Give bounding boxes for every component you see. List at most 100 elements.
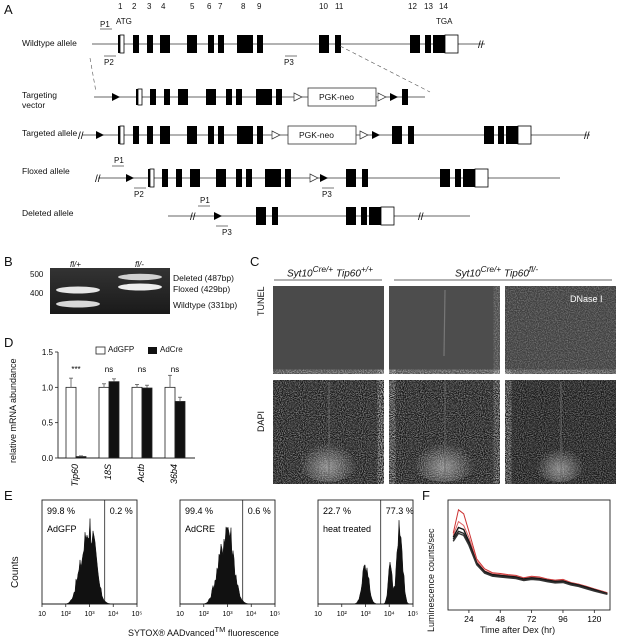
f-chart-svg: 24 48 72 96 120 xyxy=(447,499,611,624)
row-label-targeted: Targeted allele xyxy=(22,128,78,138)
f-xtick-label: 24 xyxy=(464,614,474,624)
d-ytick-label: 0.5 xyxy=(42,419,54,428)
ladder-400: 400 xyxy=(30,289,44,298)
e-xtick-label: 10³ xyxy=(84,611,95,618)
panel-f-luminescence: Luminescence counts/sec 24 48 72 96 120 Time… xyxy=(420,492,617,637)
e-xtick-label: 10⁴ xyxy=(246,611,257,618)
d-legend-box-adcre xyxy=(148,347,157,354)
panel-c-microscopy: Syt10Cre/+ Tip60+/+ Syt10Cre/+ Tip60fl/-… xyxy=(250,256,617,486)
e-xtick-label: 10³ xyxy=(360,611,371,618)
e-xtick-label: 10³ xyxy=(222,611,233,618)
e-xtick-label: 10² xyxy=(61,611,72,618)
group-knockout-label: Syt10Cre/+ Tip60fl/- xyxy=(455,264,539,280)
e-right-percent-3: 77.3 % xyxy=(386,506,414,516)
primer-p2-flox: P2 xyxy=(134,190,144,199)
band-deleted: Deleted (487bp) xyxy=(173,273,234,283)
e-left-percent-1: 99.8 % xyxy=(47,506,75,516)
svg-text://: // xyxy=(190,212,196,223)
panel-e-flow: Counts 99.8 % 0.2 % AdGFP 10 10² 10³ 10⁴ 10⁵ 99.… xyxy=(0,492,420,638)
e-right-percent-1: 0.2 % xyxy=(110,506,133,516)
d-xtick-label: 18S xyxy=(103,464,113,480)
row-label-dapi: DAPI xyxy=(256,410,266,432)
pgk-neo-label-vector: PGK-neo xyxy=(319,92,354,102)
d-bar-36b4-AdGFP xyxy=(164,386,176,459)
d-bar-Tip60-AdCre xyxy=(75,456,87,459)
d-legend-box-adgfp xyxy=(95,346,106,355)
f-xtick-label: 96 xyxy=(558,614,568,624)
exon-number-10: 10 xyxy=(319,2,328,11)
row-label-wildtype: Wildtype allele xyxy=(22,38,77,48)
e-right-percent-2: 0.6 % xyxy=(248,506,271,516)
exon-number-3: 3 xyxy=(147,2,152,11)
exon-number-4: 4 xyxy=(161,2,166,11)
d-bar-36b4-AdCre xyxy=(174,401,186,459)
d-bar-Tip60-AdGFP xyxy=(65,386,77,459)
e-xtick-label: 10⁵ xyxy=(408,611,419,618)
row-label-deleted: Deleted allele xyxy=(22,208,74,218)
f-xtick-label: 72 xyxy=(527,614,537,624)
gene-map-svg: // xyxy=(78,28,590,227)
primer-p2-wt: P2 xyxy=(104,58,114,67)
panel-a-gene-targeting: Wildtype allele Targeting vector Targete… xyxy=(0,0,617,250)
e-xtick-label: 10⁴ xyxy=(108,611,119,618)
d-xtick-label: 36b4 xyxy=(169,464,179,484)
panel-b-gel: fl/+ fl/- 500 400 Deleted (487bp) Floxed… xyxy=(0,256,250,331)
exon-number-5: 5 xyxy=(190,2,195,11)
row-label-tunel: TUNEL xyxy=(256,286,266,316)
d-xtick-label: Tip60 xyxy=(70,464,80,486)
ladder-500: 500 xyxy=(30,270,44,279)
primer-p1-flox: P1 xyxy=(114,156,124,165)
d-bar-Actb-AdCre xyxy=(141,387,153,459)
e-left-percent-2: 99.4 % xyxy=(185,506,213,516)
band-wildtype: Wildtype (331bp) xyxy=(173,300,238,310)
e-xtick-label: 10⁴ xyxy=(384,611,395,618)
d-bar-18S-AdCre xyxy=(108,381,120,459)
d-bar-18S-AdGFP xyxy=(98,386,110,459)
e-left-percent-3: 22.7 % xyxy=(323,506,351,516)
d-bar-Actb-AdGFP xyxy=(131,386,143,459)
d-ytick-label: 1.0 xyxy=(42,383,54,392)
e-histogram-3 xyxy=(318,520,414,605)
exon-number-9: 9 xyxy=(257,2,262,11)
panel-letter-f: F xyxy=(422,488,430,503)
exon-number-11: 11 xyxy=(335,2,344,11)
d-significance: ns xyxy=(105,365,113,374)
pgk-neo-label-targeted: PGK-neo xyxy=(299,130,334,140)
e-histogram-1 xyxy=(42,518,137,605)
e-xtick-label: 10² xyxy=(337,611,348,618)
svg-text://: // xyxy=(584,131,590,142)
e-xtick-label: 10⁵ xyxy=(270,611,281,618)
svg-text://: // xyxy=(478,40,484,51)
panel-c-brackets xyxy=(274,279,612,281)
f-series-line-5 xyxy=(452,532,608,595)
e-sample-label-2: AdCRE xyxy=(185,524,215,534)
d-significance: ns xyxy=(138,365,146,374)
row-label-floxed: Floxed allele xyxy=(22,166,70,176)
panel-letter-e: E xyxy=(4,488,13,503)
svg-text://: // xyxy=(78,131,84,142)
primer-p1-wt: P1 xyxy=(100,20,110,29)
primer-p3-wt: P3 xyxy=(284,58,294,67)
genotype-fl-plus: fl/+ xyxy=(70,260,81,269)
e-sample-label-3: heat treated xyxy=(323,524,371,534)
e-xtick-label: 10 xyxy=(314,611,322,618)
d-legend-adcre: AdCre xyxy=(160,345,183,354)
exon-number-8: 8 xyxy=(241,2,246,11)
exon-number-12: 12 xyxy=(408,2,417,11)
panel-letter-b: B xyxy=(4,254,13,269)
gel-image xyxy=(50,268,170,314)
e-xtick-label: 10⁵ xyxy=(132,611,143,618)
f-xtick-label: 120 xyxy=(587,614,601,624)
panel-d-bar-chart: relative mRNA abundance 0.0 0.5 1.0 1.5 *** T… xyxy=(0,338,250,488)
micrograph-grid xyxy=(273,286,616,484)
dnase-label: DNase I xyxy=(570,294,603,304)
primer-p3-del: P3 xyxy=(222,228,232,237)
e-histograms-svg: 99.8 % 0.2 % AdGFP 10 10² 10³ 10⁴ 10⁵ 99.4 % 0.6 … xyxy=(38,499,419,618)
row-label-targeting-vector: Targeting vector xyxy=(22,90,57,110)
atg-label: ATG xyxy=(116,17,132,26)
genotype-fl-minus: fl/- xyxy=(135,260,144,269)
primer-p1-del: P1 xyxy=(200,196,210,205)
exon-number-1: 1 xyxy=(118,2,123,11)
exon-number-7: 7 xyxy=(218,2,223,11)
wildtype-exons xyxy=(118,34,459,54)
